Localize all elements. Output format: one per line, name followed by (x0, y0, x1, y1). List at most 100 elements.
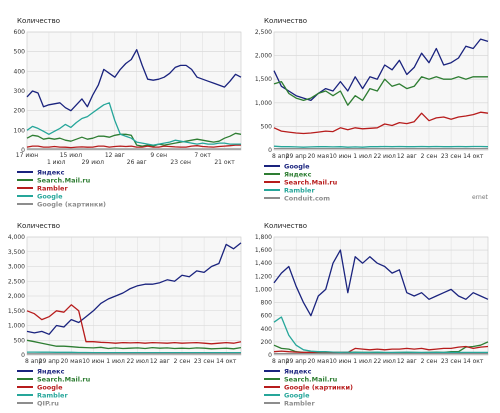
series-line (273, 76, 488, 106)
x-tick-label: 23 сен (194, 358, 215, 365)
y-axis-title: Количество (17, 17, 60, 25)
y-tick-label: 1,000 (255, 286, 272, 293)
x-tick-label: 8 апр (25, 358, 42, 365)
y-tick-label: 600 (14, 29, 26, 36)
series-line (26, 144, 241, 149)
x-tick-label: 9 сен (150, 152, 167, 159)
legend-label: Search.Mail.ru (37, 375, 91, 383)
plot-area (273, 31, 489, 151)
y-tick-label: 1,200 (255, 273, 272, 280)
x-tick-label: 22 июл (374, 153, 396, 160)
y-tick-label: 3,500 (8, 249, 25, 256)
series-line (273, 316, 488, 354)
chart-svg: Количество 0 200 400 600 800 1,000 1,200 1,400 1,… (255, 222, 489, 407)
x-tick-label: 14 окт (216, 358, 237, 365)
y-tick-label: 300 (14, 88, 26, 95)
legend-label: Search.Mail.ru (284, 375, 338, 383)
x-tick-label: 17 июн (16, 152, 38, 159)
y-tick-label: 800 (261, 300, 273, 307)
x-tick-label: 2 сен (421, 358, 438, 365)
x-tick-label: 12 авг (105, 152, 125, 159)
x-tick-label: 1 июл (353, 358, 372, 365)
y-axis-title: Количество (264, 17, 307, 25)
x-tick-label: 10 июн (329, 358, 351, 365)
chart-panel-search-engines-d: Количество 0 200 400 600 800 1,000 1,200 1,400 1,… (252, 210, 492, 410)
x-tick-label: 21 окт (214, 159, 235, 166)
x-tick-label: 20 мая (308, 153, 330, 160)
y-tick-label: 2,000 (8, 293, 25, 300)
x-tick-label: 10 июн (329, 153, 351, 160)
chart-panel-search-engines-b: Количество 0 500 1,000 1,500 2,000 2,500 8 апр 2… (252, 5, 492, 205)
series-line (27, 351, 241, 354)
y-tick-label: 1,000 (8, 323, 25, 330)
y-tick-label: 4,000 (8, 234, 25, 241)
x-tick-label: 12 авг (150, 358, 170, 365)
legend-label: Search.Mail.ru (37, 176, 91, 184)
x-tick-label: 10 июн (82, 358, 104, 365)
legend-label: QIP.ru (37, 399, 59, 407)
legend-label: Search.Mail.ru (284, 178, 338, 186)
series-line (26, 304, 242, 345)
y-tick-label: 200 (261, 339, 273, 346)
y-tick-label: 1,400 (255, 260, 272, 267)
y-tick-label: 1,800 (255, 234, 272, 241)
series-line (273, 345, 489, 354)
legend-label: Google (284, 391, 310, 399)
y-tick-label: 1,000 (255, 100, 272, 107)
watermark-text: ernet (472, 194, 488, 201)
y-tick-label: 500 (261, 123, 273, 130)
legend-label: Rambler (37, 391, 68, 399)
legend-label: Google (37, 192, 63, 200)
legend-label: Google (37, 383, 63, 391)
x-tick-label: 2 сен (174, 358, 191, 365)
x-tick-label: 22 июл (374, 358, 396, 365)
x-tick-label: 8 апр (272, 358, 289, 365)
y-tick-label: 600 (261, 313, 273, 320)
x-tick-label: 29 апр (286, 358, 307, 365)
series-line (26, 242, 242, 335)
legend-label: Яндекс (37, 168, 65, 176)
y-tick-label: 1,600 (255, 247, 272, 254)
x-tick-label: 22 июл (127, 358, 149, 365)
y-tick-label: 0 (268, 352, 272, 359)
y-tick-label: 2,500 (255, 29, 272, 36)
y-tick-label: 0 (21, 352, 25, 359)
x-tick-label: 20 мая (61, 358, 83, 365)
y-axis-title: Количество (17, 222, 60, 230)
chart-panel-search-engines-c: Количество 0 500 1,000 1,500 2,000 2,500 3,000 3… (5, 210, 245, 410)
series-line (26, 49, 242, 112)
x-tick-label: 1 июл (47, 159, 66, 166)
x-tick-label: 23 сен (441, 358, 462, 365)
legend-label: Rambler (284, 399, 315, 407)
plot-area (273, 236, 489, 356)
legend-label: Conduit.com (284, 194, 330, 202)
y-tick-label: 2,000 (255, 53, 272, 60)
series-line (26, 339, 242, 350)
legend-label: Google (284, 162, 310, 170)
legend-label: Яндекс (37, 367, 65, 375)
x-tick-label: 26 авг (127, 159, 147, 166)
x-tick-label: 29 июл (82, 159, 104, 166)
y-tick-label: 3,000 (8, 264, 25, 271)
legend-label: Google (картинки) (37, 200, 106, 208)
y-tick-label: 500 (14, 49, 26, 56)
chart-svg: Количество 0 500 1,000 1,500 2,000 2,500 3,000 3… (8, 222, 242, 407)
x-tick-label: 23 сен (170, 159, 191, 166)
y-tick-label: 0 (21, 147, 25, 154)
y-tick-label: 200 (14, 108, 26, 115)
legend-label: Яндекс (284, 367, 312, 375)
legend-label: Google (картинки) (284, 383, 353, 391)
y-tick-label: 400 (261, 326, 273, 333)
series-line (273, 249, 489, 317)
series-line (273, 145, 489, 148)
x-tick-label: 14 окт (463, 358, 484, 365)
x-tick-label: 14 окт (463, 153, 484, 160)
x-tick-label: 8 апр (272, 153, 289, 160)
y-tick-label: 500 (14, 337, 26, 344)
x-tick-label: 7 окт (194, 152, 211, 159)
y-tick-label: 400 (14, 68, 26, 75)
y-tick-label: 1,500 (255, 76, 272, 83)
chart-svg: Количество 0 100 200 300 400 500 600 17 июн 15 ию… (14, 17, 242, 208)
x-tick-label: 1 июл (106, 358, 125, 365)
x-tick-label: 12 авг (397, 153, 417, 160)
